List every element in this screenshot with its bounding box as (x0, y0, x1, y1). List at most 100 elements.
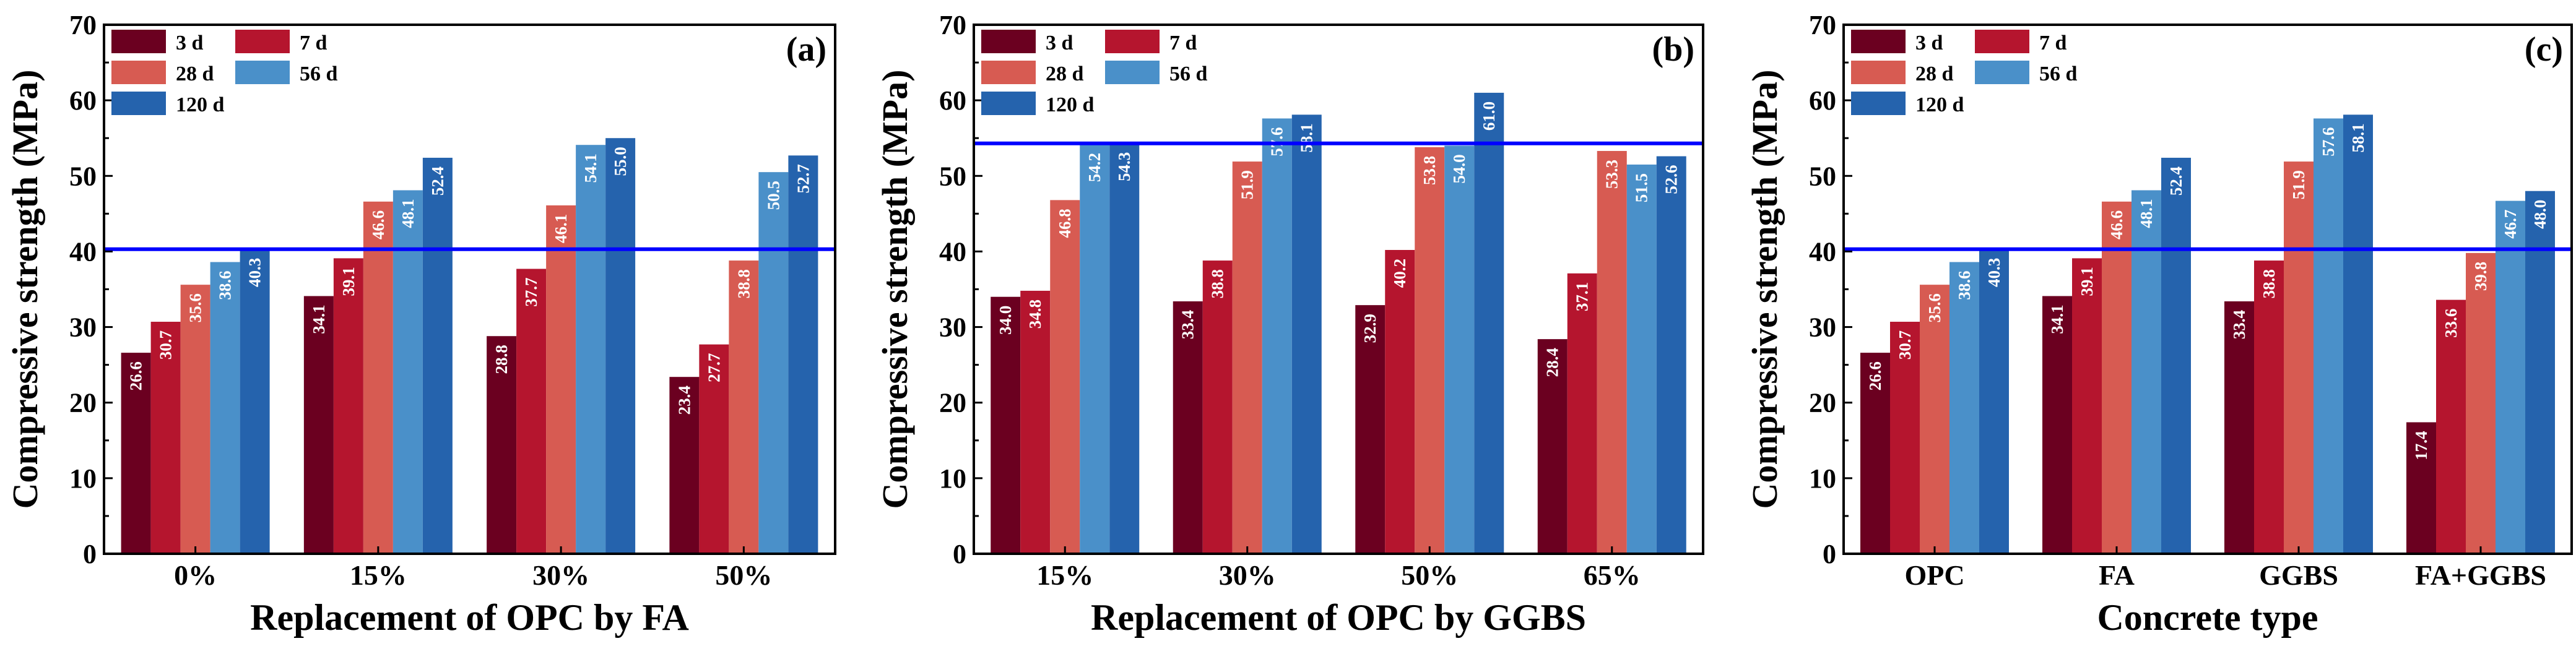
bar (669, 377, 700, 554)
bar-data-label: 32.9 (1361, 314, 1379, 343)
bar-data-label: 55.0 (611, 147, 630, 176)
bar-data-label: 51.9 (1238, 170, 1257, 199)
bar (2496, 200, 2525, 554)
bar (2466, 252, 2496, 554)
bar (1860, 353, 1890, 554)
legend-label: 3 d (1915, 32, 1943, 54)
legend-label: 28 d (1046, 62, 1084, 85)
legend-label: 7 d (300, 32, 327, 54)
y-axis-title: Compressive strength (MPa) (875, 70, 915, 509)
x-tick-label: 65% (1584, 559, 1641, 591)
y-axis-title: Compressive strength (MPa) (1745, 70, 1785, 509)
legend-label: 56 d (2039, 62, 2078, 85)
x-tick-label: 30% (1219, 559, 1276, 591)
bar-data-label: 48.1 (399, 199, 417, 228)
bar-data-label: 27.7 (705, 353, 723, 382)
bar (1979, 249, 2009, 554)
bar-data-label: 54.1 (581, 153, 600, 183)
bar (2525, 191, 2555, 554)
bar-data-label: 30.7 (1896, 330, 1914, 359)
y-tick-label: 60 (1809, 85, 1836, 116)
bar (1656, 156, 1686, 554)
bar-data-label: 46.7 (2501, 210, 2520, 239)
y-tick-label: 10 (939, 463, 966, 494)
bar (487, 336, 517, 554)
bar-data-label: 38.8 (2260, 269, 2278, 298)
legend-swatch (1975, 30, 2029, 53)
y-tick-label: 70 (939, 10, 966, 40)
bar-data-label: 39.8 (2471, 262, 2490, 291)
bar-data-label: 46.6 (2107, 210, 2126, 239)
x-tick-label: 15% (350, 559, 407, 591)
x-tick-label: GGBS (2259, 559, 2338, 591)
bar (210, 262, 240, 554)
bar-data-label: 38.8 (734, 269, 753, 298)
bar-data-label: 34.0 (996, 306, 1015, 335)
bar (1567, 273, 1597, 554)
y-tick-label: 50 (939, 161, 966, 191)
legend-swatch (1851, 30, 1906, 53)
x-axis-title: Replacement of OPC by GGBS (1091, 597, 1586, 638)
x-axis-title: Concrete type (2097, 597, 2318, 638)
bar-data-label: 52.4 (2167, 166, 2185, 196)
legend-label: 28 d (176, 62, 214, 85)
bar-data-label: 46.8 (1056, 209, 1074, 238)
y-tick-label: 0 (1823, 539, 1836, 569)
bar-data-label: 40.3 (1985, 258, 2003, 287)
x-tick-label: 30% (532, 559, 589, 591)
bar (1355, 305, 1386, 554)
bar-data-label: 37.1 (1573, 282, 1592, 311)
legend-label: 3 d (176, 32, 204, 54)
chart-panel-1: 26.6 30.7 35.6 38.6 40.3 0% 34.1 39.1 46.6 48.1 52… (5, 10, 836, 638)
y-tick-label: 70 (69, 10, 97, 40)
y-axis-title: Compressive strength (MPa) (5, 70, 45, 509)
y-tick-label: 30 (939, 312, 966, 343)
bar (1080, 144, 1110, 554)
bar-data-label: 34.1 (310, 304, 328, 333)
bar (699, 344, 729, 554)
bar (576, 145, 606, 554)
bar (2284, 161, 2314, 554)
legend-swatch (1851, 92, 1906, 115)
bar-data-label: 52.4 (428, 166, 447, 196)
bar-data-label: 30.7 (157, 330, 175, 359)
y-tick-label: 60 (939, 85, 966, 116)
bar-data-label: 26.6 (127, 361, 145, 390)
legend-swatch (111, 30, 166, 53)
bar (2042, 296, 2072, 554)
bar (392, 190, 423, 554)
bar-data-label: 53.3 (1603, 160, 1621, 189)
y-tick-label: 30 (1809, 312, 1836, 343)
y-tick-label: 70 (1809, 10, 1836, 40)
legend-swatch (235, 61, 290, 84)
x-tick-label: OPC (1904, 559, 1964, 591)
bar (546, 205, 576, 554)
bar (1949, 262, 1979, 554)
bar-data-label: 39.1 (2078, 267, 2096, 296)
bar (1020, 290, 1051, 554)
bar-data-label: 57.6 (2319, 127, 2338, 156)
bar (1444, 145, 1475, 554)
bar (422, 157, 453, 554)
bar-data-label: 54.0 (1450, 154, 1468, 183)
x-tick-label: 50% (1401, 559, 1458, 591)
legend-label: 56 d (1169, 62, 1208, 85)
bar (729, 260, 759, 554)
bar (516, 269, 547, 554)
bar (303, 296, 334, 554)
bar-data-label: 17.4 (2412, 431, 2431, 460)
bar (2406, 422, 2436, 554)
bar (2131, 190, 2161, 554)
legend-swatch (1105, 30, 1160, 53)
bar-data-label: 58.1 (1298, 123, 1316, 152)
panel-label: (c) (2525, 30, 2563, 69)
y-tick-label: 40 (939, 236, 966, 267)
bar (1537, 339, 1568, 554)
bar-data-label: 58.1 (2349, 123, 2367, 152)
bar (121, 353, 151, 554)
bar (1415, 147, 1445, 554)
bar-data-label: 54.2 (1085, 153, 1104, 182)
bar-data-label: 34.8 (1026, 299, 1044, 329)
x-tick-label: 0% (174, 559, 217, 591)
